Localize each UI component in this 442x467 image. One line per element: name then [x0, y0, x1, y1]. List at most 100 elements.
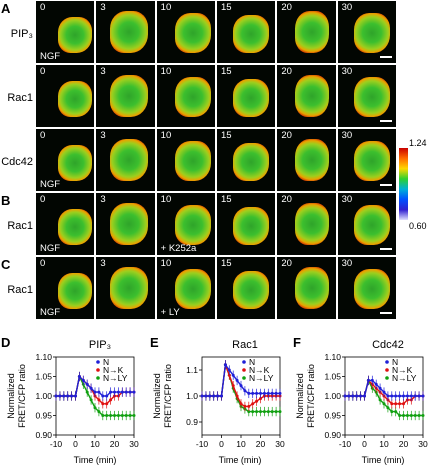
data-point	[231, 384, 235, 388]
time-label: 3	[100, 194, 106, 205]
data-point	[239, 402, 243, 406]
colorbar-min: 0.60	[409, 221, 427, 231]
time-label: 0	[40, 66, 46, 77]
data-point	[255, 410, 259, 414]
micrograph-tile: 30	[337, 65, 396, 127]
data-point	[93, 406, 97, 410]
data-point	[247, 410, 251, 414]
legend-marker	[385, 360, 389, 364]
cell-image	[295, 267, 330, 309]
x-tick-label: 20	[256, 439, 266, 449]
data-point	[274, 410, 278, 414]
x-tick-label: -10	[339, 439, 352, 449]
micrograph-tile: 3	[96, 257, 155, 319]
colorbar-max: 1.24	[409, 138, 427, 148]
data-point	[382, 402, 386, 406]
legend-marker	[242, 368, 246, 372]
strip-pip3: 0 NGF 3 10 15 20 30	[36, 1, 396, 63]
chart-ylabel-f: Normalized FRET/CFP ratio	[295, 364, 316, 428]
data-point	[212, 394, 216, 398]
data-point	[243, 404, 247, 408]
data-point	[89, 398, 93, 402]
chart-ylabel-e: Normalized FRET/CFP ratio	[152, 364, 173, 428]
data-point	[398, 414, 402, 417]
data-point	[101, 402, 105, 406]
data-point	[70, 394, 74, 398]
data-point	[409, 414, 413, 417]
panel-label-e: E	[150, 335, 159, 350]
panel-label-d: D	[1, 335, 11, 350]
micrograph-tile: 15	[216, 257, 276, 319]
data-point	[89, 386, 93, 390]
y-tick-label: 0.9	[186, 417, 198, 427]
legend-label: N→LY	[392, 373, 417, 383]
cell-image	[295, 139, 330, 181]
micrograph-tile: 10 + LY	[156, 257, 215, 319]
x-tick-label: 20	[399, 439, 409, 449]
data-point	[208, 394, 212, 398]
x-tick-label: 10	[90, 439, 100, 449]
chart-xlabel-e: Time (min)	[218, 455, 262, 465]
micrograph-tile: 10	[156, 1, 215, 63]
inhibitor-label: + K252a	[160, 243, 197, 254]
y-tick-label: 1.1	[186, 365, 198, 375]
data-point	[274, 391, 278, 395]
strip-rac1-ly: 0 NGF 3 10 + LY 15 20 30	[36, 257, 396, 319]
data-point	[128, 390, 132, 394]
data-point	[259, 397, 262, 401]
data-point	[97, 398, 101, 402]
micrograph-tile: 3	[96, 193, 155, 255]
time-label: 15	[220, 258, 232, 269]
data-point	[278, 391, 282, 395]
time-label: 30	[341, 66, 353, 77]
data-point	[402, 414, 405, 417]
panel-label-b: B	[1, 193, 11, 208]
panel-label-a: A	[1, 1, 11, 16]
time-label: 15	[220, 66, 232, 77]
data-point	[402, 402, 405, 406]
data-point	[101, 414, 105, 417]
cell-image	[353, 205, 390, 245]
data-point	[105, 414, 109, 417]
data-point	[220, 394, 223, 398]
chart-xlabel-f: Time (min)	[361, 455, 405, 465]
legend-label: N→LY	[249, 373, 274, 383]
data-point	[402, 394, 405, 398]
data-point	[239, 384, 243, 388]
data-point	[409, 394, 413, 398]
data-point	[421, 414, 425, 417]
y-tick-label: 0.90	[35, 430, 52, 440]
chart-cdc42: 0.90 0.95 1.00 1.05 1.10 -10 0 10 20 30 NN→KN→LY	[324, 352, 428, 449]
micrograph-tile: 20	[277, 65, 336, 127]
time-label: 30	[341, 130, 353, 141]
y-tick-label: 1.05	[35, 372, 52, 382]
data-point	[398, 394, 402, 398]
y-tick-label: 1.05	[324, 372, 341, 382]
data-point	[382, 390, 386, 394]
x-tick-label: -10	[50, 439, 63, 449]
time-label: 10	[160, 194, 172, 205]
y-tick-label: 1.10	[324, 352, 341, 362]
chart-title-rac1: Rac1	[232, 339, 258, 351]
data-point	[398, 402, 402, 406]
time-label: 20	[281, 194, 292, 205]
cell-image	[232, 79, 269, 117]
strip-rac1: 0 3 10 15 20 30	[36, 65, 396, 127]
data-point	[251, 410, 255, 414]
time-label: 10	[160, 130, 172, 141]
micrograph-tile: 20	[277, 257, 336, 319]
cell-image	[110, 139, 149, 181]
data-point	[243, 389, 247, 393]
y-tick-label: 1.00	[324, 391, 341, 401]
data-point	[394, 394, 398, 398]
y-tick-label: 1.00	[35, 391, 52, 401]
data-point	[132, 390, 136, 394]
cell-image	[232, 15, 269, 53]
scale-bar	[379, 248, 392, 250]
chart-pip3: 0.90 0.95 1.00 1.05 1.10 -10 0 10 20 30 NN→KN→LY	[35, 352, 139, 449]
x-tick-label: 0	[219, 439, 224, 449]
micrograph-tile: 20	[277, 1, 336, 63]
panel-label-f: F	[293, 335, 301, 350]
data-point	[378, 398, 382, 402]
legend-label: N	[103, 357, 109, 367]
